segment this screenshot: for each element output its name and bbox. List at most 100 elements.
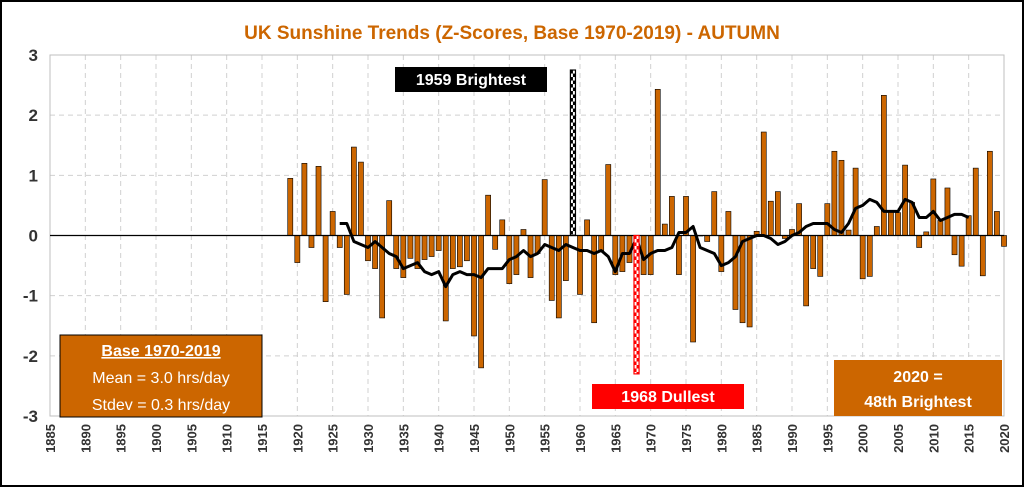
bar bbox=[838, 159, 845, 236]
bar bbox=[563, 235, 569, 281]
brightest-bar-cell bbox=[570, 161, 573, 165]
dullest-bar-cell bbox=[636, 239, 640, 243]
x-tick-label: 2010 bbox=[926, 424, 941, 453]
dullest-bar-cell bbox=[636, 295, 640, 299]
dullest-bar-cell bbox=[633, 368, 637, 372]
bar bbox=[803, 235, 809, 307]
bar bbox=[393, 235, 400, 269]
bar bbox=[421, 235, 428, 260]
brightest-bar-cell bbox=[570, 168, 573, 172]
brightest-bar-cell bbox=[570, 175, 573, 179]
x-tick-label: 1945 bbox=[467, 424, 482, 453]
base-box-title: Base 1970-2019 bbox=[101, 343, 220, 360]
brightest-bar-cell bbox=[570, 77, 573, 81]
brightest-bar-cell bbox=[572, 122, 576, 127]
dullest-bar-cell bbox=[633, 340, 637, 344]
dullest-bar-cell bbox=[633, 249, 637, 253]
bar bbox=[760, 131, 767, 236]
bar bbox=[442, 235, 449, 322]
bar bbox=[852, 167, 859, 236]
dullest-label-text: 1968 Dullest bbox=[621, 389, 715, 406]
bar bbox=[661, 223, 668, 236]
dullest-bar-cell bbox=[636, 323, 640, 327]
bar bbox=[994, 211, 1000, 236]
y-tick-label: -1 bbox=[23, 287, 38, 306]
dullest-bar-cell bbox=[633, 277, 637, 281]
rank-box-line2: 48th Brightest bbox=[864, 394, 972, 411]
x-tick-label: 2000 bbox=[856, 424, 871, 453]
bar bbox=[322, 235, 329, 302]
rank-box-line1: 2020 = bbox=[893, 369, 942, 386]
dullest-bar-cell bbox=[636, 351, 640, 355]
brightest-bar-cell bbox=[570, 84, 573, 88]
brightest-bar-cell bbox=[570, 119, 573, 123]
bar bbox=[965, 215, 972, 236]
y-tick-label: 1 bbox=[29, 166, 38, 185]
bar bbox=[888, 210, 894, 236]
brightest-bar-cell bbox=[570, 154, 573, 158]
base-box-stdev: Stdev = 0.3 hrs/day bbox=[92, 397, 230, 414]
base-info-box: Base 1970-2019 Mean = 3.0 hrs/day Stdev … bbox=[59, 334, 263, 418]
brightest-bar-cell bbox=[572, 227, 576, 232]
brightest-bar-cell bbox=[572, 199, 576, 204]
dullest-bar-cell bbox=[633, 242, 637, 246]
bar bbox=[958, 235, 965, 267]
brightest-bar-cell bbox=[572, 73, 576, 78]
bar bbox=[329, 211, 336, 236]
brightest-bar-cell bbox=[572, 115, 576, 120]
bar bbox=[343, 235, 350, 295]
brightest-bar-cell bbox=[570, 182, 573, 186]
y-tick-label: 0 bbox=[29, 227, 38, 246]
brightest-bar-cell bbox=[570, 112, 573, 116]
dullest-bar-cell bbox=[636, 246, 640, 250]
brightest-bar-cell bbox=[572, 150, 576, 155]
brightest-bar-cell bbox=[570, 126, 573, 130]
x-tick-label: 1970 bbox=[644, 424, 659, 453]
bar bbox=[287, 178, 294, 236]
bar bbox=[873, 226, 880, 236]
x-tick-label: 1995 bbox=[820, 424, 835, 453]
x-tick-label: 1905 bbox=[184, 424, 199, 453]
bar bbox=[457, 235, 463, 268]
x-tick-label: 1975 bbox=[679, 424, 694, 453]
dullest-bar-cell bbox=[636, 358, 640, 362]
brightest-bar-cell bbox=[572, 108, 576, 113]
x-tick-label: 1900 bbox=[149, 424, 164, 453]
brightest-bar-cell bbox=[570, 98, 573, 102]
dullest-bar-cell bbox=[636, 316, 640, 320]
bar bbox=[308, 235, 315, 248]
x-tick-label: 1935 bbox=[396, 424, 411, 453]
x-tick-label: 1925 bbox=[326, 424, 341, 453]
bar bbox=[845, 229, 852, 236]
brightest-bar-cell bbox=[570, 105, 573, 109]
dullest-bar-cell bbox=[633, 312, 637, 316]
brightest-bar-cell bbox=[570, 189, 573, 193]
brightest-bar-cell bbox=[572, 220, 576, 225]
dullest-bar-cell bbox=[633, 333, 637, 337]
bar bbox=[817, 235, 824, 277]
dullest-bar-cell bbox=[633, 256, 637, 260]
brightest-bar-cell bbox=[572, 234, 576, 236]
x-tick-label: 2020 bbox=[997, 424, 1012, 453]
bar bbox=[767, 200, 774, 236]
bar bbox=[972, 167, 979, 236]
brightest-bar bbox=[569, 69, 577, 237]
y-tick-label: 2 bbox=[29, 106, 38, 125]
dullest-bar-cell bbox=[633, 235, 637, 239]
dullest-bar-cell bbox=[633, 347, 637, 351]
bar bbox=[386, 200, 393, 236]
brightest-bar-cell bbox=[570, 91, 573, 95]
dullest-bar-cell bbox=[633, 319, 637, 323]
x-tick-label: 1885 bbox=[43, 424, 58, 453]
brightest-bar-cell bbox=[570, 203, 573, 207]
brightest-bar-cell bbox=[570, 70, 573, 74]
base-box-mean: Mean = 3.0 hrs/day bbox=[92, 370, 229, 387]
bar bbox=[400, 235, 407, 278]
bar bbox=[775, 191, 781, 236]
dullest-bar-cell bbox=[636, 260, 640, 264]
dullest-bar-cell bbox=[633, 326, 637, 330]
x-tick-label: 1910 bbox=[220, 424, 235, 453]
bar bbox=[916, 235, 923, 248]
x-tick-label: 1955 bbox=[538, 424, 553, 453]
bar bbox=[584, 219, 590, 236]
